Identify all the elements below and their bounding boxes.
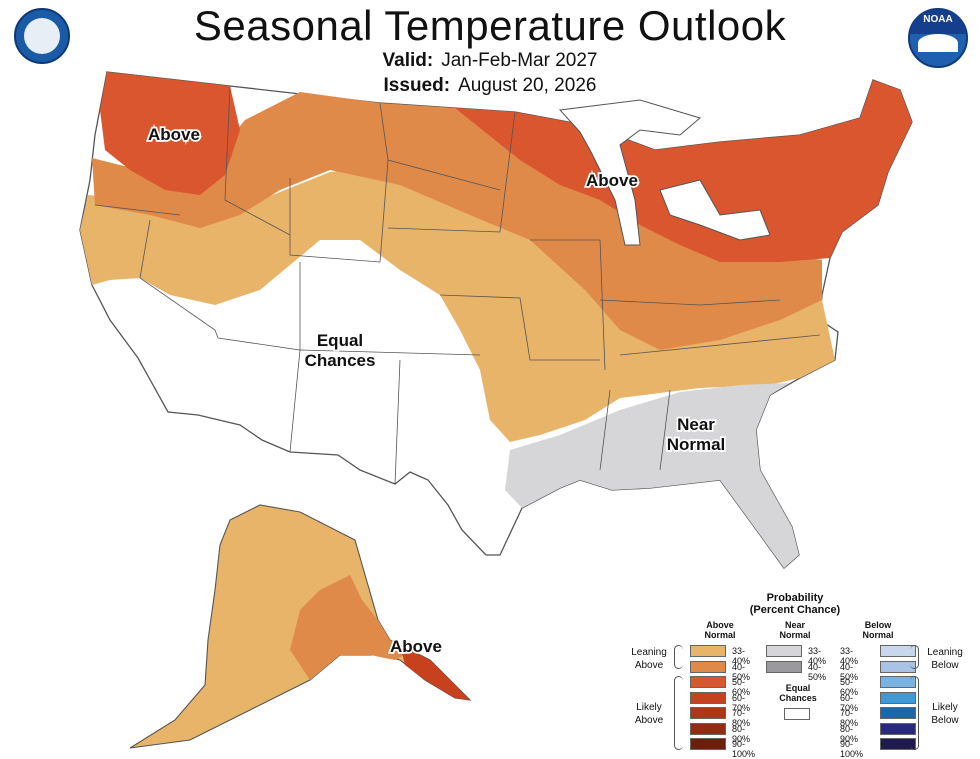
legend-below-swatch-4 xyxy=(880,707,916,719)
state-borders xyxy=(94,85,821,485)
legend-below-range-label: 90-100% xyxy=(840,739,864,759)
legend-head-above: Above Normal xyxy=(690,620,750,640)
likely-above-2: Above xyxy=(634,715,664,726)
zone-above-50-60-northeast xyxy=(455,80,912,262)
legend-head-below: Below Normal xyxy=(848,620,908,640)
legend-above-swatch-5 xyxy=(690,722,726,735)
legend-above-range-label: 80-90% xyxy=(732,723,751,744)
leaning-below-2: Below xyxy=(931,660,959,671)
legend-head-near: Near Normal xyxy=(765,620,825,640)
label-near-normal-2: Normal xyxy=(667,435,726,454)
legend-above-swatch-1 xyxy=(690,660,726,673)
label-equal-chances-1: Equal xyxy=(317,331,363,350)
label-above-greatlakes: Above xyxy=(586,171,638,190)
commerce-seal-icon xyxy=(14,8,70,64)
legend-above-range-label: 60-70% xyxy=(732,692,751,713)
zone-above-33-40 xyxy=(80,162,835,442)
alaska-zone-40-50 xyxy=(290,575,410,680)
likely-below-2: Below xyxy=(931,715,959,726)
legend-near-swatch-0 xyxy=(766,645,802,657)
issued-line: Issued: August 20, 2026 xyxy=(0,75,980,97)
issued-label: Issued: xyxy=(383,75,451,96)
label-near-normal-1: Near xyxy=(677,415,715,434)
legend-below-swatch-2 xyxy=(880,676,916,688)
noaa-logo-text: NOAA xyxy=(923,14,953,25)
leaning-above-1: Leaning xyxy=(631,647,667,658)
legend-head-above-2: Normal xyxy=(704,630,736,640)
legend-head-near-2: Normal xyxy=(779,630,811,640)
legend-head-near-1: Near xyxy=(784,620,805,630)
legend-below-swatch-5 xyxy=(880,722,916,735)
legend-below-range-label: 33-40% xyxy=(840,646,859,666)
legend-above-swatch-4 xyxy=(690,707,726,719)
legend-title-1: Probability xyxy=(766,592,824,604)
legend-above-range-label: 40-50% xyxy=(732,661,751,682)
legend-below-swatch-3 xyxy=(880,691,916,704)
seal-eagle-icon xyxy=(24,18,60,54)
equal-chances-1: Equal xyxy=(785,683,811,693)
likely-below-1: Likely xyxy=(932,702,958,713)
legend-group-likely-above: Likely Above xyxy=(624,701,674,727)
legend-brace-likely-above xyxy=(674,676,683,750)
noaa-logo-band xyxy=(910,10,966,34)
legend-below-range-label: 80-90% xyxy=(840,723,859,744)
label-above-alaska: Above xyxy=(390,637,442,656)
legend-brace-leaning-above xyxy=(674,645,683,669)
legend-below-range-label: 60-70% xyxy=(840,692,859,713)
legend-group-leaning-above: Leaning Above xyxy=(624,646,674,672)
leaning-above-2: Above xyxy=(634,660,664,671)
legend-below-range-label: 50-60% xyxy=(840,677,859,697)
legend-below-range-label: 40-50% xyxy=(840,661,859,682)
legend-above-range-label: 70-80% xyxy=(732,708,751,728)
legend-brace-likely-below xyxy=(910,676,919,750)
legend-above-swatch-6 xyxy=(690,738,726,750)
zone-near-normal-southeast xyxy=(505,383,799,568)
legend-near-swatch-1 xyxy=(766,660,802,673)
page-title: Seasonal Temperature Outlook xyxy=(193,2,787,49)
issued-value: August 20, 2026 xyxy=(458,75,597,96)
legend-below-range-label: 70-80% xyxy=(840,708,859,728)
legend-above-swatch-0 xyxy=(690,645,726,657)
legend-above-range-label: 50-60% xyxy=(732,677,751,697)
legend-near-range-label: 33-40% xyxy=(808,646,827,666)
legend-above-swatch-2 xyxy=(690,676,726,688)
legend-group-likely-below: Likely Below xyxy=(920,701,970,727)
legend-equal-chances-label: Equal Chances xyxy=(768,683,828,703)
alaska-zone-60-70 xyxy=(400,645,470,700)
great-lakes-water xyxy=(558,99,771,246)
legend-group-leaning-below: Leaning Below xyxy=(920,646,970,672)
leaning-below-1: Leaning xyxy=(927,647,963,658)
legend-head-below-2: Normal xyxy=(862,630,894,640)
legend-brace-leaning-below xyxy=(910,645,919,669)
valid-line: Valid: Jan-Feb-Mar 2027 xyxy=(0,50,980,72)
noaa-gull-icon xyxy=(918,34,958,52)
legend-swatch-equal xyxy=(784,708,810,720)
likely-above-1: Likely xyxy=(636,702,662,713)
legend-title-2: (Percent Chance) xyxy=(749,604,841,616)
label-above-northwest: Above xyxy=(148,125,200,144)
legend-head-above-1: Above xyxy=(706,620,734,630)
legend-head-below-1: Below xyxy=(864,620,892,630)
legend-above-range-label: 33-40% xyxy=(732,646,751,666)
legend-near-range-label: 40-50% xyxy=(808,661,827,682)
legend-above-range-label: 90-100% xyxy=(732,739,756,759)
equal-chances-2: Chances xyxy=(779,693,817,703)
noaa-logo-icon: NOAA xyxy=(908,8,968,68)
valid-value: Jan-Feb-Mar 2027 xyxy=(441,50,598,71)
valid-label: Valid: xyxy=(382,50,434,71)
legend-above-swatch-3 xyxy=(690,691,726,704)
zone-above-50-60-northwest xyxy=(100,72,240,195)
zone-above-40-50 xyxy=(92,92,822,350)
label-equal-chances-2: Chances xyxy=(305,351,376,370)
legend-below-swatch-0 xyxy=(880,645,916,657)
